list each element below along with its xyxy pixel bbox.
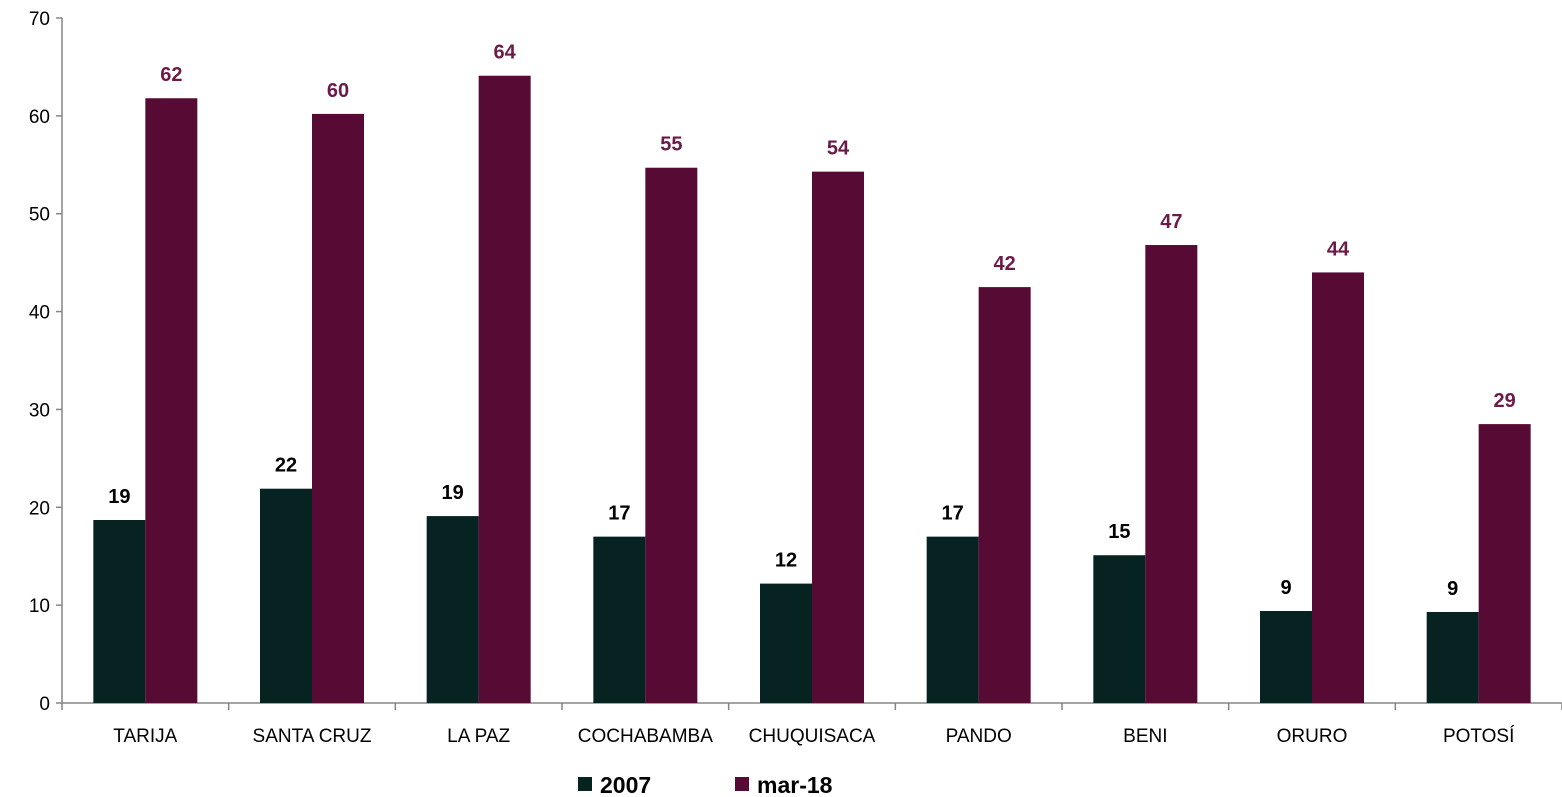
legend-swatch — [578, 777, 592, 791]
bar-series-1 — [1260, 611, 1312, 703]
bar-series-1 — [926, 536, 979, 703]
legend: 2007 mar-18 — [578, 772, 833, 797]
bar-series-2 — [312, 113, 364, 703]
legend-swatch — [735, 777, 749, 791]
data-label: 22 — [275, 455, 297, 477]
data-label: 17 — [942, 503, 964, 525]
y-tick-label: 50 — [29, 205, 50, 226]
bar-series-2 — [1478, 424, 1531, 703]
data-label: 47 — [1160, 211, 1182, 233]
category-label: ORURO — [1277, 726, 1348, 747]
bar-series-1 — [1093, 555, 1146, 703]
y-tick-label: 30 — [29, 400, 50, 421]
data-label: 15 — [1108, 521, 1130, 543]
bar-series-2 — [1312, 272, 1364, 703]
legend-label: mar-18 — [757, 772, 833, 797]
y-tick-label: 70 — [29, 9, 50, 30]
bar-series-1 — [93, 520, 146, 703]
data-label: 19 — [442, 482, 464, 504]
category-label: BENI — [1123, 726, 1167, 747]
category-label: PANDO — [946, 726, 1012, 747]
data-label: 54 — [827, 138, 850, 160]
bar-series-1 — [426, 516, 479, 703]
y-tick-label: 10 — [29, 596, 50, 617]
data-label: 19 — [108, 486, 130, 508]
bar-series-2 — [145, 98, 198, 703]
bars — [93, 75, 1531, 703]
data-label: 42 — [994, 253, 1016, 275]
data-labels: 19 62 22 60 19 64 17 55 12 54 17 42 15 47 9 44 9 29 — [108, 42, 1516, 600]
bar-series-1 — [260, 488, 312, 703]
category-label: TARIJA — [113, 726, 177, 747]
data-label: 55 — [660, 134, 682, 156]
y-axis: 0 10 20 30 40 50 60 70 — [29, 9, 63, 715]
bar-series-1 — [1426, 611, 1479, 703]
x-axis: TARIJA SANTA CRUZ LA PAZ COCHABAMBA CHUQUISA… — [61, 702, 1562, 747]
data-label: 17 — [608, 503, 630, 525]
bar-series-2 — [645, 167, 698, 703]
y-tick-label: 40 — [29, 303, 50, 324]
bar-series-1 — [593, 536, 646, 703]
category-label: LA PAZ — [447, 726, 510, 747]
legend-label: 2007 — [600, 772, 651, 797]
data-label: 9 — [1447, 578, 1458, 600]
bar-series-2 — [1145, 245, 1198, 703]
category-label: POTOSÍ — [1443, 726, 1515, 747]
bar-series-2 — [812, 171, 864, 703]
category-label: COCHABAMBA — [578, 726, 713, 747]
bar-series-2 — [478, 75, 531, 703]
data-label: 60 — [327, 80, 349, 102]
data-label: 9 — [1280, 577, 1291, 599]
bar-series-2 — [978, 287, 1031, 703]
y-tick-label: 20 — [29, 498, 50, 519]
data-label: 62 — [160, 64, 182, 86]
category-label: SANTA CRUZ — [253, 726, 372, 747]
data-label: 29 — [1494, 390, 1516, 412]
data-label: 44 — [1327, 238, 1350, 260]
data-label: 12 — [775, 550, 797, 572]
y-tick-label: 0 — [39, 694, 50, 715]
y-tick-label: 60 — [29, 107, 50, 128]
bar-series-1 — [760, 583, 812, 703]
category-label: CHUQUISACA — [749, 726, 876, 747]
data-label: 64 — [494, 42, 517, 64]
